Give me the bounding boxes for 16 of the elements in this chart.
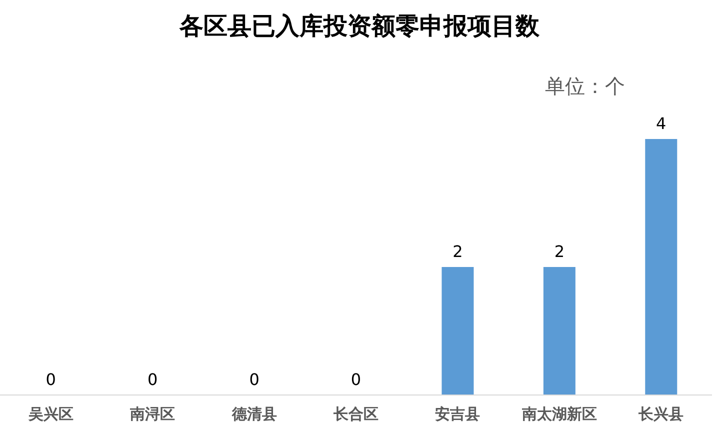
text: 单位：个 — [545, 74, 625, 98]
data-label: 0 — [147, 370, 158, 389]
x-tick-label: 南太湖新区 — [520, 405, 597, 423]
chart-title: 各区县已入库投资额零申报项目数 — [178, 12, 540, 40]
x-tick-label: 南浔区 — [129, 405, 176, 423]
x-tick-label: 长兴县 — [638, 405, 684, 423]
data-label: 4 — [656, 114, 666, 133]
x-tick-label: 吴兴区 — [27, 405, 74, 423]
data-label: 0 — [46, 370, 56, 389]
x-tick-label: 德清县 — [230, 405, 277, 423]
data-label: 2 — [452, 242, 463, 261]
data-label: 0 — [249, 370, 260, 389]
data-label: 2 — [554, 242, 565, 261]
x-tick-label: 长合区 — [332, 405, 378, 423]
x-tick-label: 安吉县 — [435, 405, 480, 423]
data-label: 0 — [350, 370, 362, 389]
